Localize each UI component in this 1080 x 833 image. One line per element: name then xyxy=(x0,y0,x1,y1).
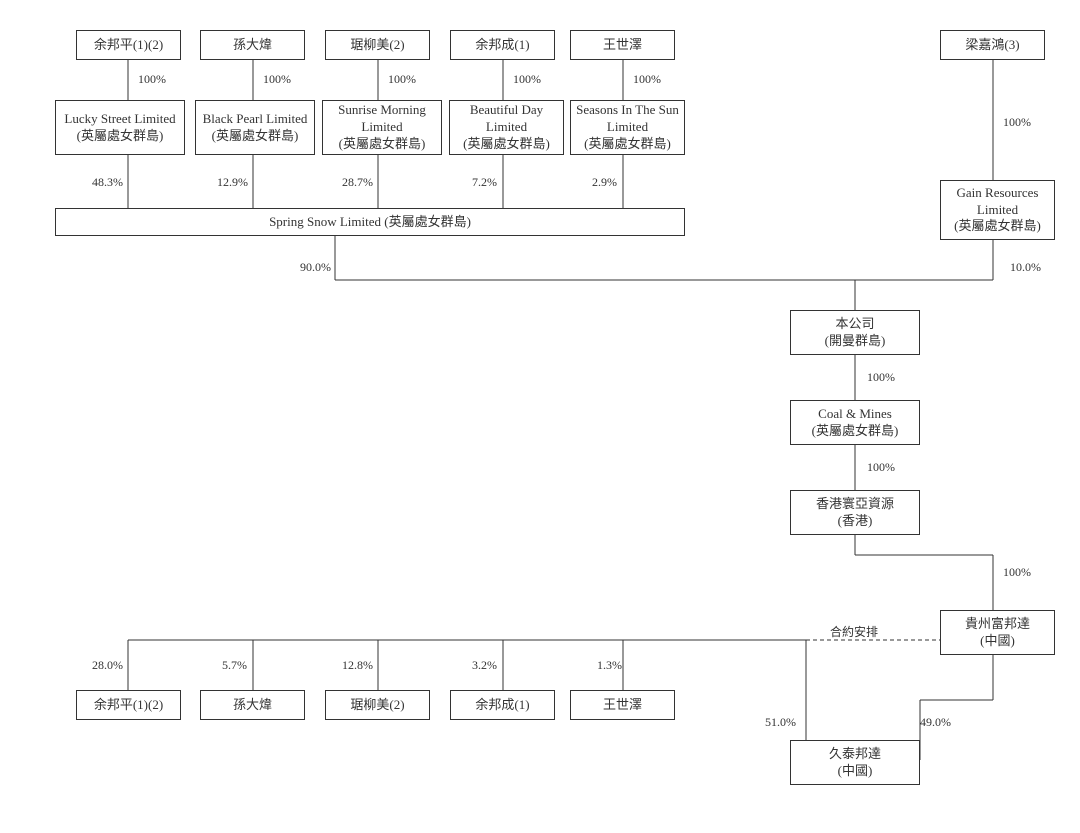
pct-label: 3.2% xyxy=(472,658,497,673)
pct-label: 90.0% xyxy=(300,260,331,275)
connector-svg xyxy=(0,0,1080,833)
pct-label: 28.0% xyxy=(92,658,123,673)
pct-label: 12.9% xyxy=(217,175,248,190)
pct-label: 2.9% xyxy=(592,175,617,190)
pct-label: 100% xyxy=(263,72,291,87)
pct-label: 100% xyxy=(388,72,416,87)
pct-label: 7.2% xyxy=(472,175,497,190)
pct-label: 48.3% xyxy=(92,175,123,190)
pct-label: 51.0% xyxy=(765,715,796,730)
pct-label: 100% xyxy=(1003,115,1031,130)
pct-label: 100% xyxy=(1003,565,1031,580)
pct-label: 100% xyxy=(138,72,166,87)
pct-label: 100% xyxy=(633,72,661,87)
pct-label: 1.3% xyxy=(597,658,622,673)
pct-label: 12.8% xyxy=(342,658,373,673)
pct-label: 100% xyxy=(867,460,895,475)
pct-label: 合約安排 xyxy=(830,623,878,640)
pct-label: 28.7% xyxy=(342,175,373,190)
pct-label: 10.0% xyxy=(1010,260,1041,275)
pct-label: 100% xyxy=(867,370,895,385)
pct-label: 5.7% xyxy=(222,658,247,673)
pct-label: 100% xyxy=(513,72,541,87)
pct-label: 49.0% xyxy=(920,715,951,730)
